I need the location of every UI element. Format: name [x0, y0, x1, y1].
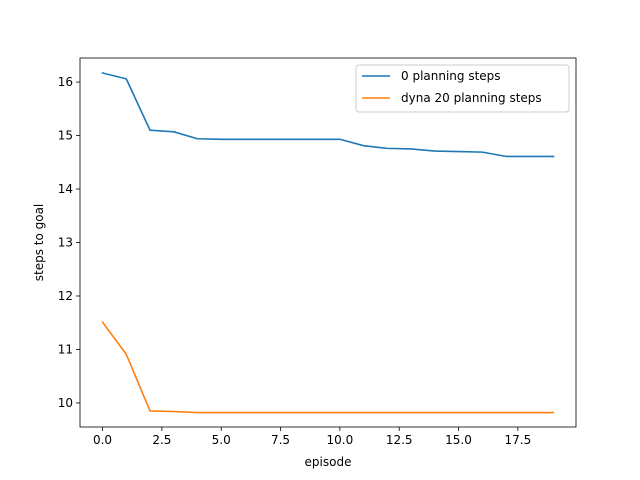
y-tick-label: 15	[58, 129, 73, 143]
y-axis-ticks: 10 11 12 13 14 15 16	[58, 75, 80, 410]
y-axis-label: steps to goal	[32, 204, 46, 282]
x-tick-label: 12.5	[386, 433, 413, 447]
x-tick-label: 2.5	[152, 433, 171, 447]
series-line-0	[101, 72, 555, 158]
legend-entry-1: dyna 20 planning steps	[401, 91, 542, 105]
legend-entry-0: 0 planning steps	[401, 69, 501, 83]
legend: 0 planning steps dyna 20 planning steps	[355, 64, 570, 113]
y-tick-label: 14	[58, 182, 73, 196]
x-tick-label: 17.5	[504, 433, 531, 447]
x-tick-label: 7.5	[271, 433, 290, 447]
x-tick-label: 5.0	[212, 433, 231, 447]
x-tick-label: 10.0	[327, 433, 354, 447]
y-tick-label: 13	[58, 236, 73, 250]
y-tick-label: 12	[58, 289, 73, 303]
y-tick-label: 10	[58, 396, 73, 410]
y-tick-label: 11	[58, 342, 73, 356]
x-axis-label: episode	[305, 455, 352, 469]
legend-box	[355, 64, 570, 113]
x-tick-label: 0.0	[93, 433, 112, 447]
series-line-1	[101, 321, 555, 414]
x-tick-label: 15.0	[445, 433, 472, 447]
x-axis-ticks: 0.0 2.5 5.0 7.5 10.0 12.5 15.0 17.5	[93, 427, 531, 447]
y-tick-label: 16	[58, 75, 73, 89]
